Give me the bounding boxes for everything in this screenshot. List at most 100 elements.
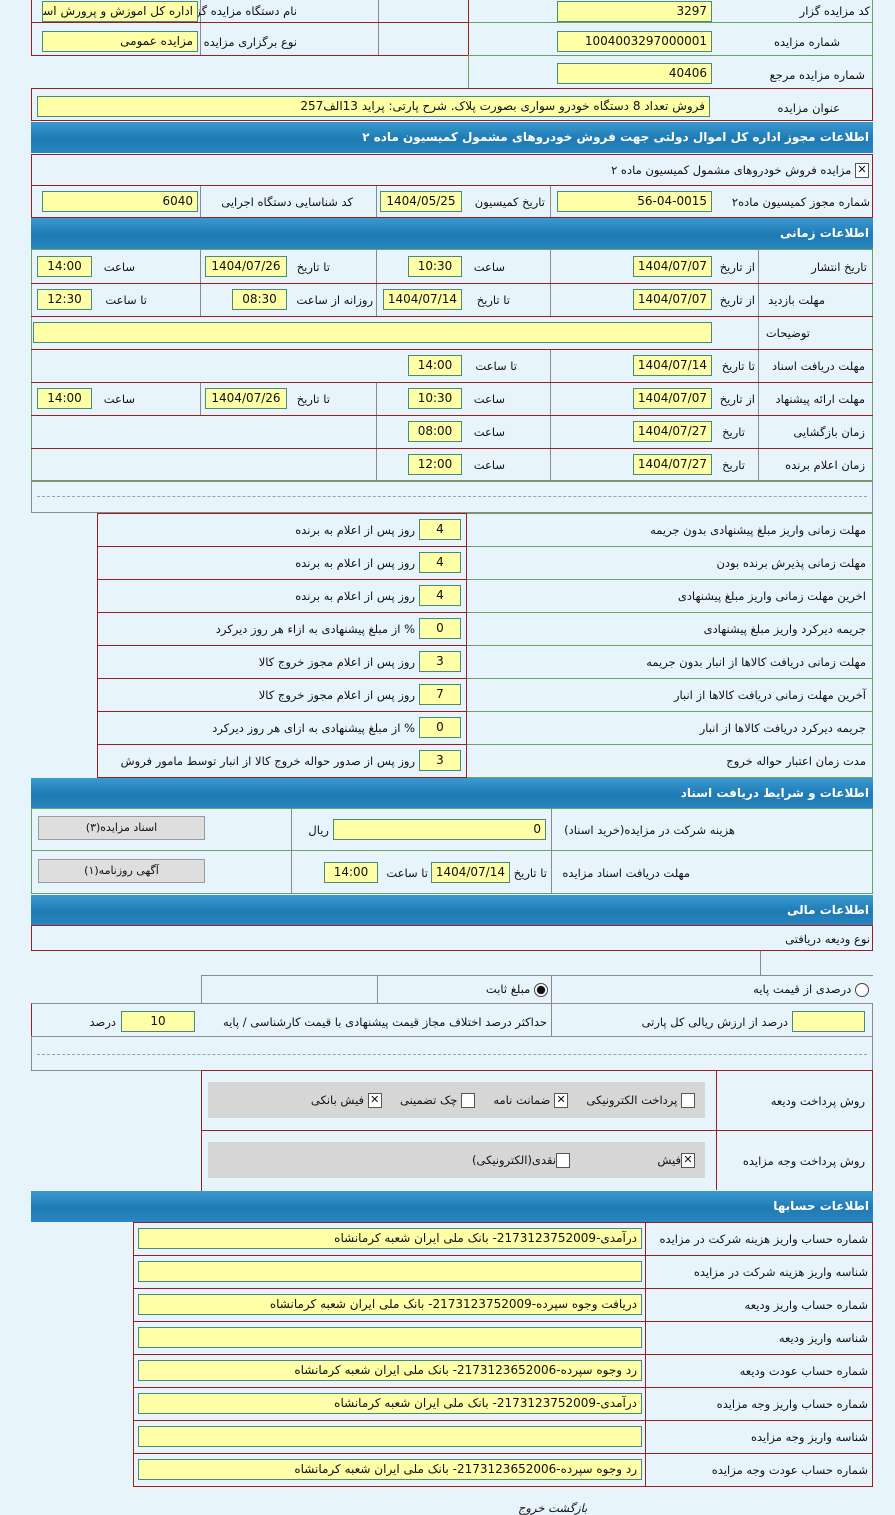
- checkbox[interactable]: [461, 1093, 476, 1108]
- type-field[interactable]: مزایده عمومی: [42, 31, 198, 52]
- commission-date-field[interactable]: 1404/05/25: [380, 191, 462, 212]
- timing-header: اطلاعات زمانی: [31, 218, 873, 249]
- account-value[interactable]: [138, 1261, 642, 1282]
- newspaper-ad-button[interactable]: آگهی روزنامه(۱): [38, 859, 205, 883]
- deposit-option-bank-slip[interactable]: ✕ فیش بانکی: [311, 1093, 382, 1108]
- account-value[interactable]: درآمدی-2173123752009- بانک ملی ایران شعب…: [138, 1228, 642, 1249]
- deposit-option-electronic[interactable]: پرداخت الکترونیکی: [586, 1093, 695, 1108]
- payment-option-electronic[interactable]: نقدی(الکترونیکی): [472, 1152, 570, 1168]
- timing-caption: تا تاریخ: [296, 260, 330, 274]
- agency-field[interactable]: 6040: [42, 191, 198, 212]
- radio-percent[interactable]: درصدی از قیمت پایه: [753, 981, 869, 997]
- deadline-value[interactable]: 7: [419, 684, 461, 705]
- radio-percent-circle[interactable]: [855, 982, 869, 997]
- visit-from-date[interactable]: 1404/07/07: [633, 289, 712, 310]
- opening-date[interactable]: 1404/07/27: [633, 421, 712, 442]
- timing-label: زمان اعلام برنده: [785, 458, 865, 472]
- account-label: شماره حساب واریز وجه مزایده: [716, 1397, 868, 1411]
- footer-links: بازگشت خروج: [518, 1500, 587, 1515]
- offer-to-time[interactable]: 14:00: [37, 388, 92, 409]
- percent-of-value-field[interactable]: [792, 1011, 865, 1032]
- account-value[interactable]: رد وجوه سپرده-2173123652006- بانک ملی ای…: [138, 1360, 642, 1381]
- permit-no-field[interactable]: 56-04-0015: [557, 191, 712, 212]
- fee-field[interactable]: 0: [333, 819, 546, 840]
- offer-to-date[interactable]: 1404/07/26: [205, 388, 287, 409]
- docs-deadline-date[interactable]: 1404/07/14: [431, 862, 510, 883]
- radio-fixed-label: مبلغ ثابت: [485, 982, 531, 996]
- title-field[interactable]: فروش تعداد 8 دستگاه خودرو سواری بصورت پل…: [37, 96, 710, 117]
- max-diff-unit: درصد: [89, 1015, 116, 1029]
- checkbox[interactable]: ✕: [367, 1093, 382, 1108]
- account-value[interactable]: [138, 1327, 642, 1348]
- org-field[interactable]: اداره کل اموزش و پرورش استا: [42, 1, 198, 22]
- deposit-option-check[interactable]: چک تضمینی: [400, 1093, 476, 1108]
- option-label: فیش: [657, 1153, 681, 1167]
- permit-checkbox[interactable]: ✕: [855, 163, 869, 178]
- deadline-value[interactable]: 4: [419, 519, 461, 540]
- docs-to-date[interactable]: 1404/07/14: [633, 355, 712, 376]
- deadline-value[interactable]: 3: [419, 651, 461, 672]
- account-label: شماره حساب عودت وجه مزایده: [711, 1463, 868, 1477]
- option-label: چک تضمینی: [400, 1093, 458, 1107]
- payment-option-slip[interactable]: ✕فیش: [657, 1152, 695, 1168]
- auction-documents-button[interactable]: اسناد مزایده(۳): [38, 816, 205, 840]
- deadline-unit: روز پس از صدور حواله خروج کالا از انبار …: [120, 754, 415, 768]
- number-field[interactable]: 1004003297000001: [557, 31, 712, 52]
- percent-of-value-label: درصد از ارزش ریالی کل پارتی: [641, 1015, 788, 1029]
- winner-time[interactable]: 12:00: [408, 454, 462, 475]
- publish-from-date[interactable]: 1404/07/07: [633, 256, 712, 277]
- visit-to-time[interactable]: 12:30: [37, 289, 92, 310]
- fee-label: هزینه شرکت در مزایده(خرید اسناد): [564, 823, 735, 837]
- checkbox[interactable]: [556, 1153, 570, 1168]
- deadline-unit: روز پس از اعلام به برنده: [295, 523, 415, 537]
- deadline-value[interactable]: 4: [419, 585, 461, 606]
- timing-caption: تا ساعت: [475, 359, 517, 373]
- publish-to-time[interactable]: 14:00: [37, 256, 92, 277]
- checkbox[interactable]: ✕: [554, 1093, 569, 1108]
- deadline-value[interactable]: 0: [419, 717, 461, 738]
- back-link[interactable]: بازگشت: [548, 1501, 588, 1515]
- checkbox[interactable]: ✕: [681, 1153, 695, 1168]
- account-value[interactable]: [138, 1426, 642, 1447]
- timing-caption: ساعت: [473, 425, 505, 439]
- ref-field[interactable]: 40406: [557, 63, 712, 84]
- docs-to-time[interactable]: 14:00: [408, 355, 462, 376]
- deadline-value[interactable]: 3: [419, 750, 461, 771]
- deadline-label: مدت زمان اعتبار حواله خروج: [726, 754, 866, 768]
- deadline-label: اخرین مهلت زمانی واریز مبلغ پیشنهادی: [677, 589, 866, 603]
- radio-fixed-circle[interactable]: [534, 982, 548, 997]
- publish-to-date[interactable]: 1404/07/26: [205, 256, 287, 277]
- visit-to-date[interactable]: 1404/07/14: [383, 289, 462, 310]
- timing-caption: تا تاریخ: [721, 359, 755, 373]
- permit-checkbox-label: مزایده فروش خودروهای مشمول کمیسیون ماده …: [611, 163, 852, 177]
- deadline-label: جریمه دیرکرد واریز مبلغ پیشنهادی: [703, 622, 866, 636]
- deadline-value[interactable]: 4: [419, 552, 461, 573]
- code-field[interactable]: 3297: [557, 1, 712, 22]
- deadline-value[interactable]: 0: [419, 618, 461, 639]
- opening-time[interactable]: 08:00: [408, 421, 462, 442]
- checkbox[interactable]: [681, 1093, 695, 1108]
- timing-caption: تا تاریخ: [476, 293, 510, 307]
- timing-label: توضیحات: [765, 326, 810, 340]
- account-value[interactable]: دریافت وجوه سپرده-2173123752009- بانک مل…: [138, 1294, 642, 1315]
- timing-label: زمان بازگشایی: [793, 425, 865, 439]
- accounts-header: اطلاعات حسابها: [31, 1191, 873, 1222]
- winner-date[interactable]: 1404/07/27: [633, 454, 712, 475]
- timing-caption: تاریخ: [722, 458, 745, 472]
- deposit-option-guarantee[interactable]: ✕ ضمانت نامه: [493, 1093, 569, 1108]
- exit-link[interactable]: خروج: [518, 1501, 545, 1515]
- visit-from-time[interactable]: 08:30: [232, 289, 287, 310]
- offer-from-time[interactable]: 10:30: [408, 388, 462, 409]
- account-value[interactable]: درآمدی-2173123752009- بانک ملی ایران شعب…: [138, 1393, 642, 1414]
- timing-caption: از تاریخ: [719, 293, 755, 307]
- radio-fixed[interactable]: مبلغ ثابت: [486, 981, 548, 997]
- max-diff-field[interactable]: 10: [121, 1011, 195, 1032]
- description-field[interactable]: [33, 322, 712, 343]
- account-value[interactable]: رد وجوه سپرده-2173123652006- بانک ملی ای…: [138, 1459, 642, 1480]
- offer-from-date[interactable]: 1404/07/07: [633, 388, 712, 409]
- account-label: شماره حساب واریز ودیعه: [744, 1298, 868, 1312]
- timing-caption: ساعت: [103, 260, 135, 274]
- publish-from-time[interactable]: 10:30: [408, 256, 462, 277]
- docs-deadline-time[interactable]: 14:00: [324, 862, 378, 883]
- permit-checkbox-row[interactable]: ✕ مزایده فروش خودروهای مشمول کمیسیون ماد…: [611, 162, 869, 178]
